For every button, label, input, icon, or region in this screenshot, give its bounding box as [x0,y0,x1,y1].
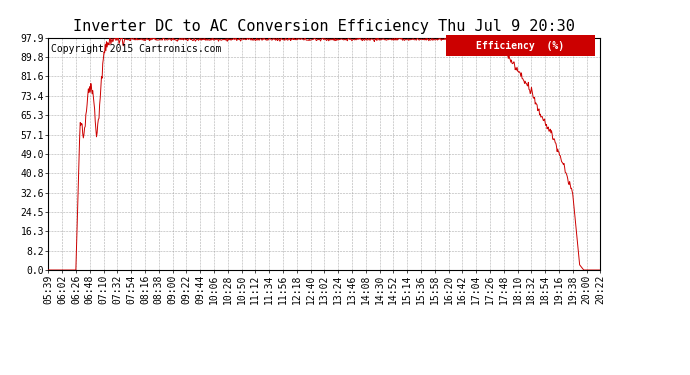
Text: Copyright 2015 Cartronics.com: Copyright 2015 Cartronics.com [51,45,221,54]
Title: Inverter DC to AC Conversion Efficiency Thu Jul 9 20:30: Inverter DC to AC Conversion Efficiency … [73,19,575,34]
